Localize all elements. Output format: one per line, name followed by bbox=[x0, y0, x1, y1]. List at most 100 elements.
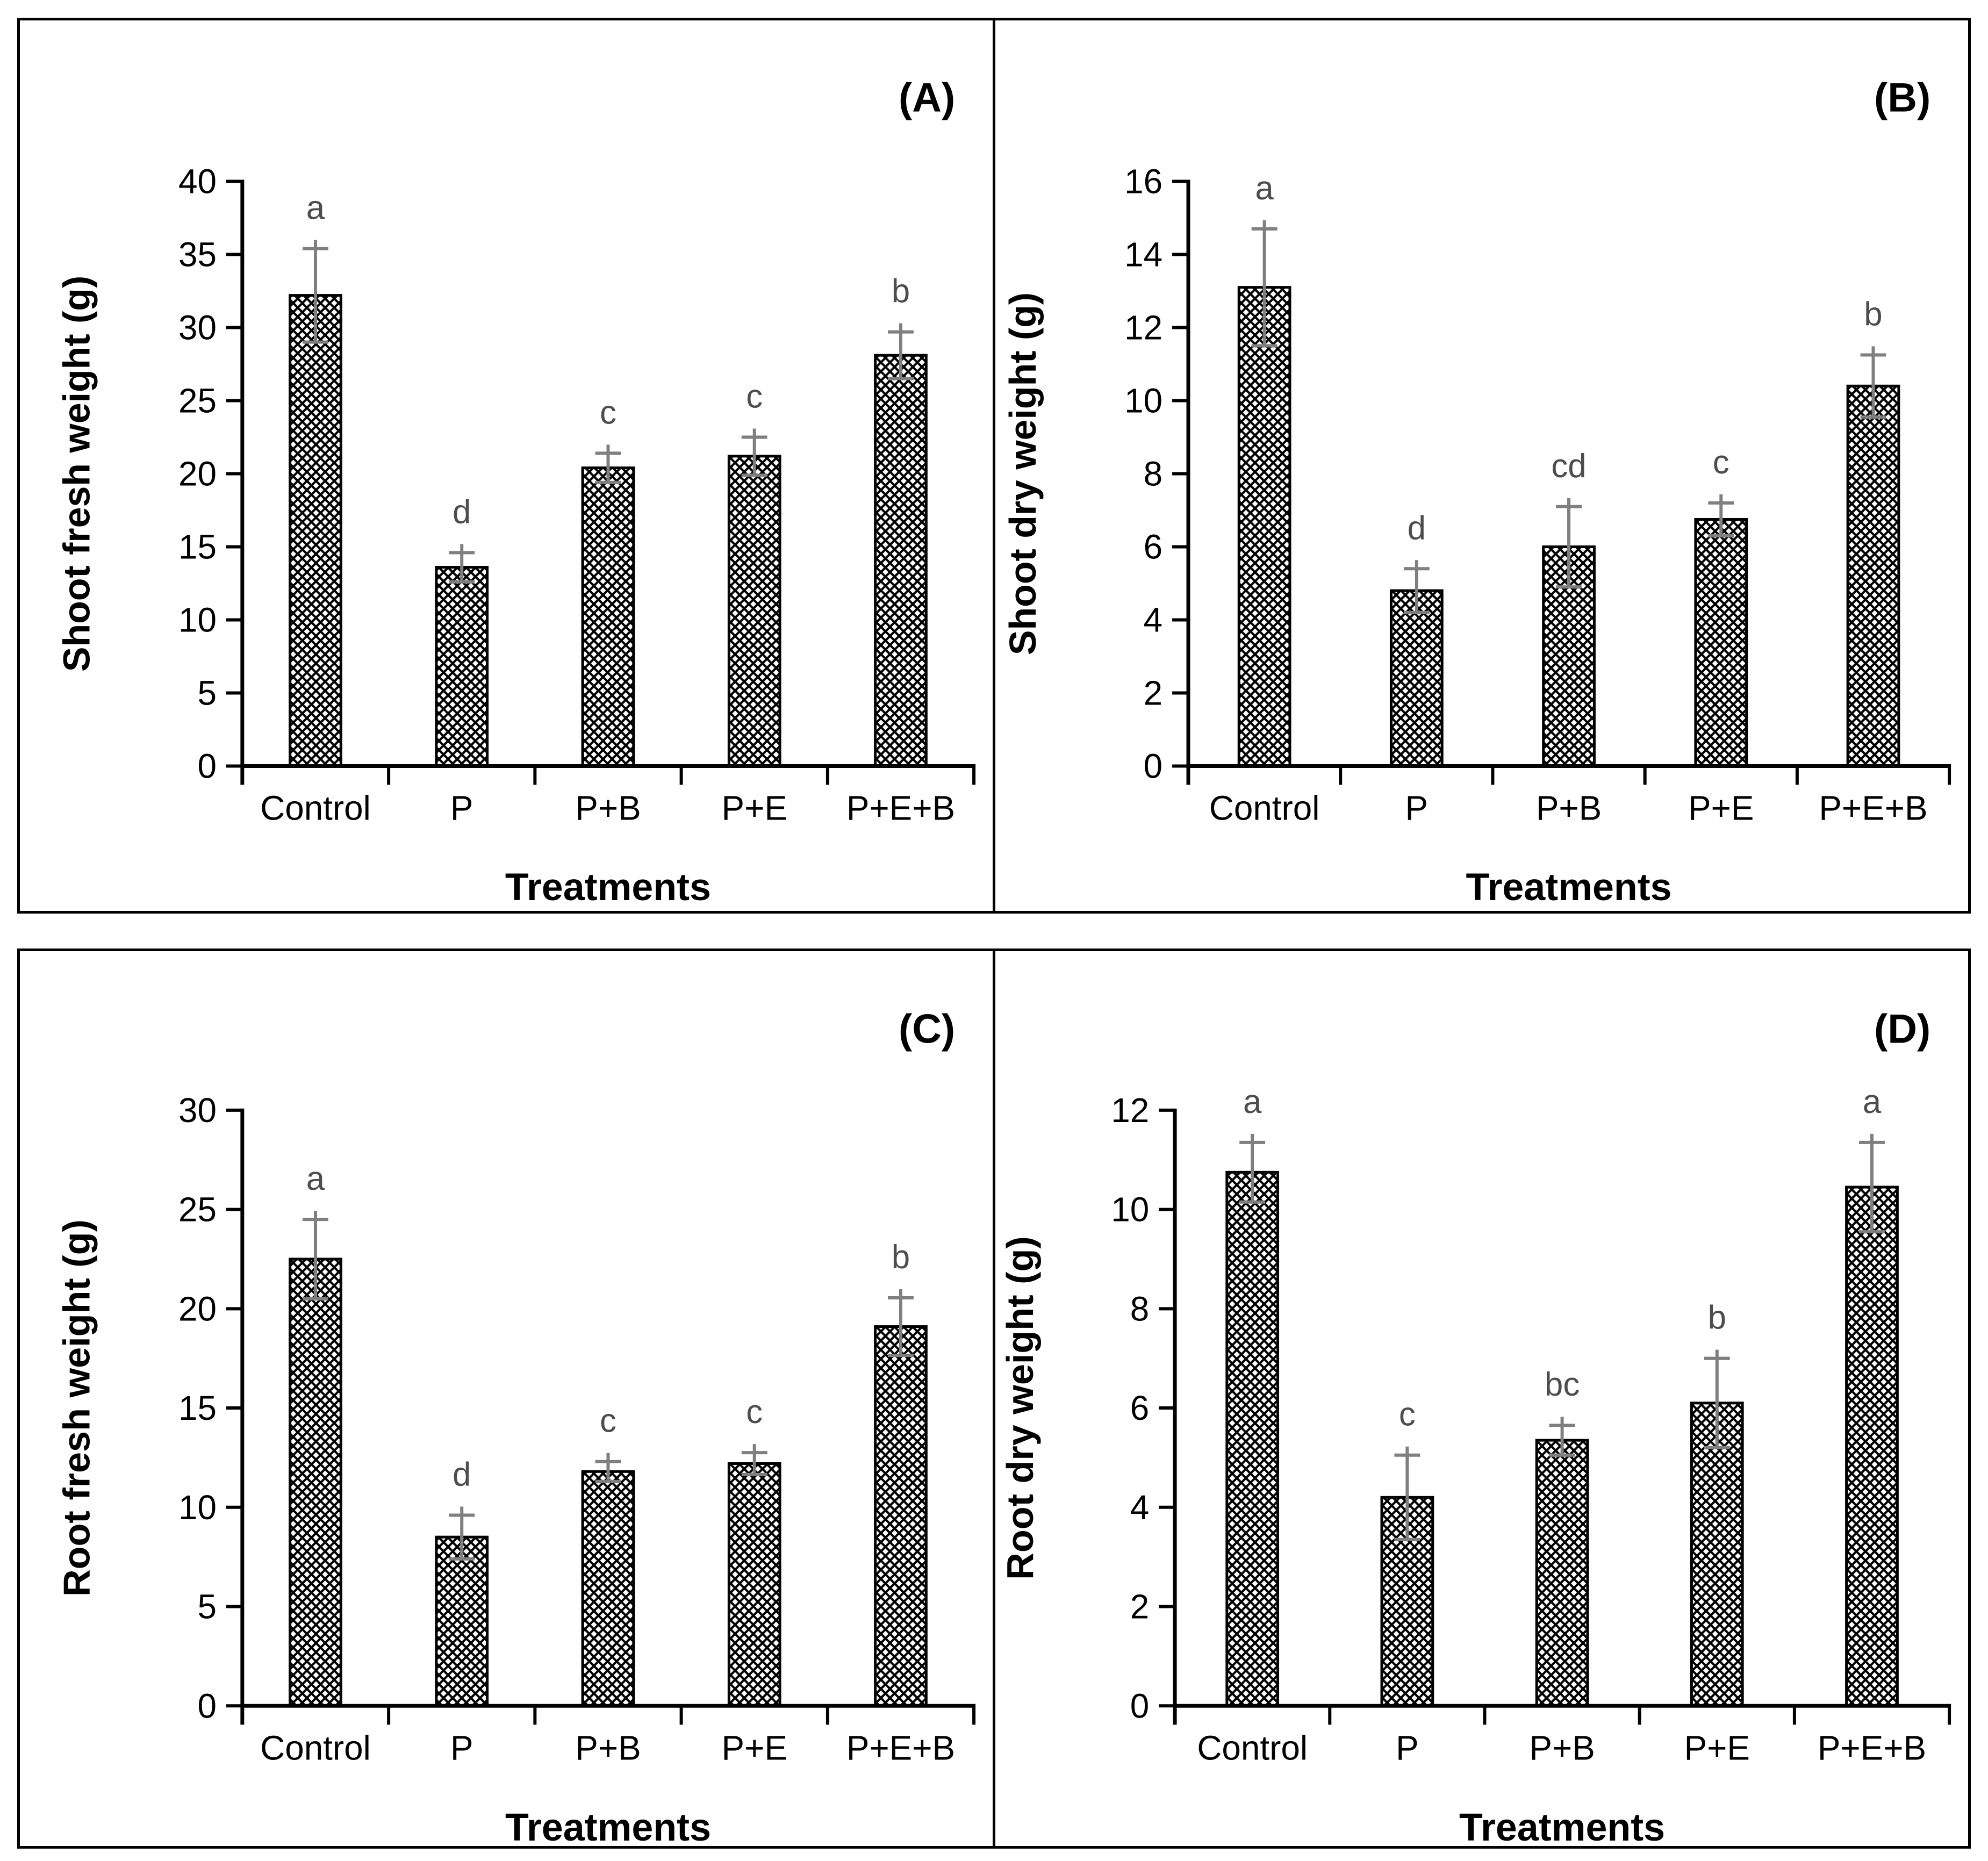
sig-letter: a bbox=[1243, 1083, 1262, 1120]
y-tick-label: 10 bbox=[1111, 1190, 1149, 1229]
x-category-label: P+E+B bbox=[846, 788, 955, 827]
panel-letter: (B) bbox=[1874, 75, 1930, 121]
sig-letter: bc bbox=[1545, 1366, 1580, 1403]
sig-letter: c bbox=[600, 394, 616, 431]
y-tick-label: 14 bbox=[1124, 235, 1162, 274]
x-category-label: P+E+B bbox=[1819, 788, 1927, 827]
bar-p-b bbox=[581, 466, 635, 767]
y-axis-title: Root dry weight (g) bbox=[999, 1236, 1041, 1580]
y-tick-label: 10 bbox=[178, 1488, 217, 1527]
y-tick-label: 25 bbox=[178, 381, 217, 420]
bar-control bbox=[289, 294, 342, 767]
bar-control bbox=[1237, 286, 1291, 767]
y-tick-label: 4 bbox=[1144, 600, 1162, 639]
y-tick-label: 25 bbox=[178, 1190, 217, 1229]
sig-letter: d bbox=[453, 493, 471, 530]
y-tick-label: 6 bbox=[1144, 527, 1162, 566]
sig-letter: c bbox=[1713, 444, 1729, 481]
sig-letter: b bbox=[892, 273, 910, 310]
sig-letter: d bbox=[453, 1456, 471, 1493]
y-tick-label: 0 bbox=[1130, 1686, 1149, 1725]
x-category-label: P+B bbox=[1529, 1728, 1595, 1767]
y-tick-label: 5 bbox=[197, 673, 216, 712]
sig-letter: b bbox=[1864, 296, 1882, 333]
y-tick-label: 10 bbox=[1124, 381, 1162, 420]
x-category-label: P+B bbox=[575, 1728, 641, 1767]
sig-letter: a bbox=[1863, 1083, 1882, 1120]
x-category-label: P bbox=[450, 788, 473, 827]
x-category-label: P+B bbox=[575, 788, 641, 827]
y-tick-label: 2 bbox=[1130, 1587, 1149, 1626]
x-axis-title: Treatments bbox=[1466, 866, 1672, 909]
sig-letter: a bbox=[306, 1160, 325, 1197]
x-axis-title: Treatments bbox=[505, 1806, 711, 1846]
sig-letter: cd bbox=[1551, 448, 1586, 485]
y-tick-label: 40 bbox=[178, 162, 217, 200]
bar-p-e bbox=[1690, 1402, 1744, 1707]
x-category-label: P+E bbox=[722, 1728, 787, 1767]
y-tick-label: 5 bbox=[197, 1587, 216, 1626]
y-tick-label: 6 bbox=[1130, 1389, 1149, 1427]
x-category-label: P+E bbox=[722, 788, 787, 827]
y-tick-label: 10 bbox=[178, 600, 217, 639]
x-category-label: P+E+B bbox=[846, 1728, 955, 1767]
sig-letter: c bbox=[600, 1402, 616, 1439]
bar-p bbox=[435, 566, 489, 767]
y-tick-label: 16 bbox=[1124, 162, 1162, 200]
x-category-label: P+E+B bbox=[1818, 1728, 1926, 1767]
x-category-label: Control bbox=[260, 1728, 371, 1767]
chart-svg-b: a Control d Pcd P+B c P+E b P+E+B 0 2 4 6 8 10 12 14 16 Sh… bbox=[1002, 75, 1951, 909]
y-tick-label: 8 bbox=[1130, 1289, 1149, 1328]
bar-p-e-b bbox=[874, 1325, 928, 1707]
sig-letter: a bbox=[1255, 170, 1274, 207]
x-category-label: Control bbox=[260, 788, 371, 827]
x-category-label: P bbox=[450, 1728, 473, 1767]
bar-p-e bbox=[1694, 518, 1748, 767]
bar-p bbox=[1389, 589, 1444, 767]
sig-letter: c bbox=[746, 1393, 763, 1431]
sig-letter: c bbox=[746, 378, 763, 415]
sig-letter: b bbox=[1708, 1299, 1726, 1336]
y-tick-label: 12 bbox=[1111, 1091, 1149, 1130]
x-axis-title: Treatments bbox=[505, 866, 711, 909]
y-tick-label: 30 bbox=[178, 1091, 217, 1130]
sig-letter: a bbox=[306, 190, 325, 227]
y-tick-label: 35 bbox=[178, 235, 217, 274]
chart-svg-d: a Control c Pbc P+B b P+E a P+E+B 0 2 4 6 8 10 12 Root d… bbox=[999, 1006, 1951, 1846]
y-axis-title: Shoot fresh weight (g) bbox=[56, 276, 98, 672]
y-tick-label: 20 bbox=[178, 1289, 217, 1328]
y-tick-label: 4 bbox=[1130, 1488, 1149, 1527]
y-tick-label: 20 bbox=[178, 454, 217, 493]
y-tick-label: 0 bbox=[197, 746, 216, 785]
sig-letter: d bbox=[1408, 509, 1426, 547]
bar-p-e bbox=[727, 455, 781, 767]
bar-p bbox=[435, 1535, 489, 1707]
bar-p-e-b bbox=[1846, 384, 1900, 767]
x-category-label: P bbox=[1405, 788, 1429, 827]
y-tick-label: 15 bbox=[178, 1389, 217, 1427]
y-tick-label: 0 bbox=[1144, 746, 1162, 785]
y-tick-label: 2 bbox=[1144, 673, 1162, 712]
y-axis-title: Root fresh weight (g) bbox=[56, 1219, 98, 1597]
bar-p-b bbox=[581, 1470, 635, 1707]
y-tick-label: 8 bbox=[1144, 454, 1162, 493]
y-tick-label: 12 bbox=[1124, 308, 1162, 347]
panel-letter: (D) bbox=[1874, 1006, 1930, 1052]
y-tick-label: 30 bbox=[178, 308, 217, 347]
y-tick-label: 15 bbox=[178, 527, 217, 566]
x-category-label: P+B bbox=[1536, 788, 1602, 827]
x-category-label: P+E bbox=[1684, 1728, 1750, 1767]
x-category-label: P bbox=[1396, 1728, 1419, 1767]
y-axis-title: Shoot dry weight (g) bbox=[1002, 292, 1044, 655]
x-category-label: Control bbox=[1197, 1728, 1308, 1767]
chart-svg-a: a Control d Pc P+B c P+E b P+E+B 0 5 10 15 20 25 30 35 40… bbox=[56, 75, 976, 909]
x-category-label: P+E bbox=[1688, 788, 1754, 827]
bar-control bbox=[1225, 1170, 1280, 1707]
